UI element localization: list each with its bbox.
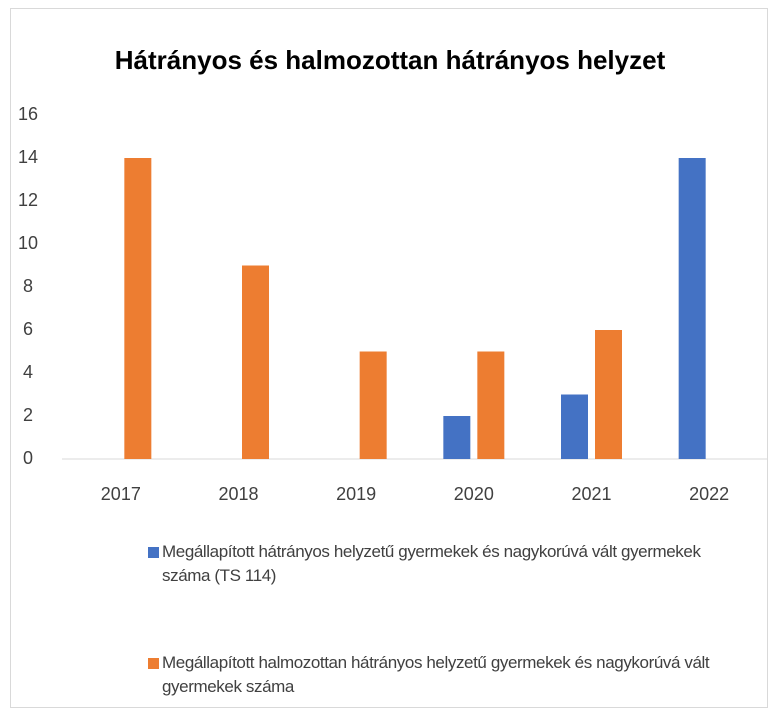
y-tick-label: 12 bbox=[18, 190, 38, 210]
x-tick-label: 2020 bbox=[454, 484, 494, 504]
legend-swatch bbox=[148, 658, 159, 669]
x-tick-label: 2022 bbox=[689, 484, 729, 504]
y-tick-label: 2 bbox=[23, 405, 33, 425]
bar bbox=[595, 330, 622, 459]
bar bbox=[477, 351, 505, 459]
legend-swatch bbox=[148, 547, 159, 558]
bar bbox=[242, 265, 269, 459]
y-tick-label: 0 bbox=[23, 448, 33, 468]
y-tick-label: 4 bbox=[23, 362, 33, 382]
legend-item: Megállapított halmozottan hátrányos hely… bbox=[148, 651, 748, 699]
y-tick-label: 10 bbox=[18, 233, 38, 253]
x-tick-label: 2018 bbox=[218, 484, 258, 504]
bar bbox=[561, 394, 588, 459]
legend-label: Megállapított hátrányos helyzetű gyermek… bbox=[162, 542, 701, 585]
legend-label: Megállapított halmozottan hátrányos hely… bbox=[162, 653, 710, 696]
bar bbox=[678, 158, 706, 459]
x-tick-label: 2019 bbox=[336, 484, 376, 504]
chart-title: Hátrányos és halmozottan hátrányos helyz… bbox=[115, 45, 666, 75]
legend-item: Megállapított hátrányos helyzetű gyermek… bbox=[148, 540, 748, 588]
legend: Megállapított hátrányos helyzetű gyermek… bbox=[148, 540, 748, 699]
y-tick-label: 6 bbox=[23, 319, 33, 339]
x-tick-label: 2021 bbox=[571, 484, 611, 504]
x-tick-label: 2017 bbox=[101, 484, 141, 504]
y-tick-label: 14 bbox=[18, 147, 38, 167]
y-tick-label: 8 bbox=[23, 276, 33, 296]
bar bbox=[443, 416, 471, 459]
bar bbox=[359, 351, 387, 459]
y-tick-label: 16 bbox=[18, 104, 38, 124]
bar bbox=[124, 158, 152, 459]
